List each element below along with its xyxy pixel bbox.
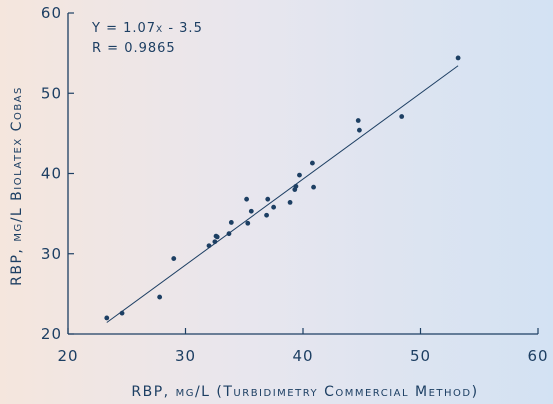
r-value-annotation: R = 0.9865 [92,41,176,56]
data-point [271,204,277,210]
data-point [399,114,405,119]
data-point [311,184,316,190]
data-point [244,196,250,202]
data-point [228,220,234,225]
y-tick-label: 40 [41,165,62,183]
data-point [287,199,293,205]
y-tick-label: 20 [41,325,62,343]
y-tick-label: 30 [41,245,62,263]
data-point [212,239,218,245]
y-tick-label: 60 [41,4,62,22]
data-point [293,183,299,189]
equation-annotation: Y = 1.07x - 3.5 [91,21,203,36]
tick-labels: 20 30 40 50 60 20 30 40 50 60 [41,4,548,365]
data-point [171,256,177,261]
x-tick-label: 40 [292,347,313,365]
data-point [104,315,110,321]
data-point [226,231,232,237]
x-tick-label: 30 [175,347,196,365]
x-axis-title: RBP, mg/L (Turbidimetry Commercial Metho… [131,384,478,400]
data-point [206,243,212,249]
data-point [157,294,163,300]
data-point [265,196,271,202]
data-point [119,310,125,316]
data-point [264,212,269,218]
axes [67,12,539,335]
data-point [357,127,362,133]
x-tick-label: 20 [57,347,78,365]
data-point [248,208,254,214]
y-tick-label: 50 [41,84,62,102]
data-point [310,160,315,166]
data-point [297,172,302,178]
data-point [355,118,361,123]
data-point [245,220,251,226]
regression-line [106,65,459,323]
x-tick-label: 60 [527,347,548,365]
y-axis-title: RBP, mg/L Biolatex Cobas [9,86,25,286]
x-tick-label: 50 [410,347,431,365]
data-points [104,55,461,321]
data-point [455,55,461,61]
data-point [214,234,220,240]
regression-line-group [106,65,459,323]
